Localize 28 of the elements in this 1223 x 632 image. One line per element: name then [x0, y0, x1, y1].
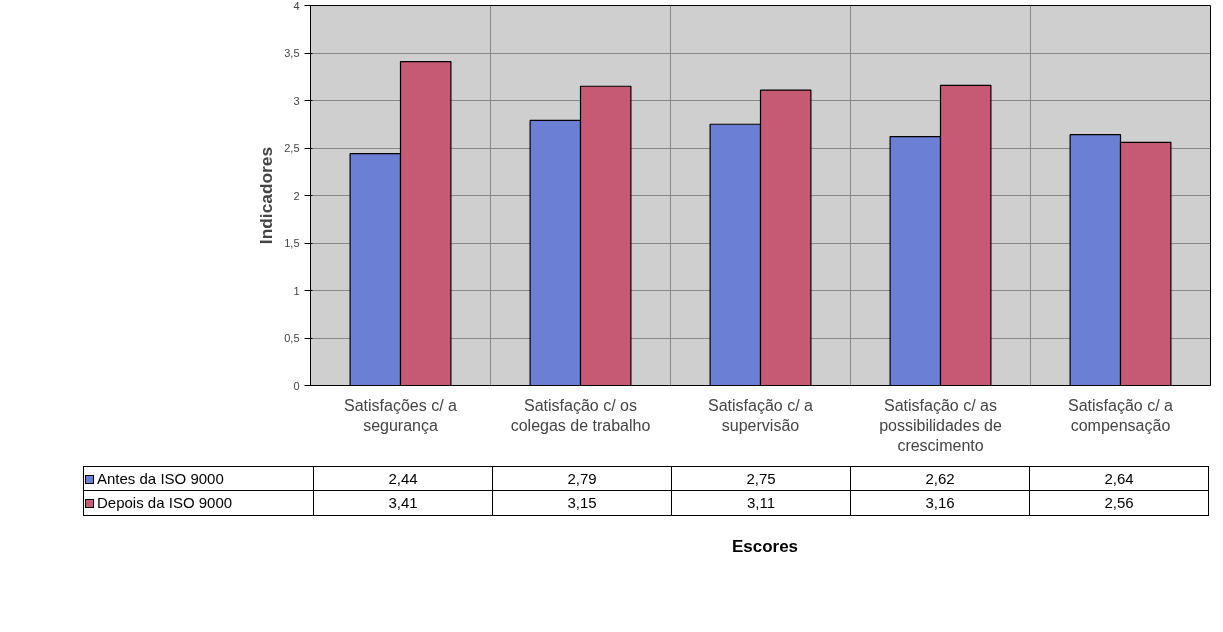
data-label: 2,62: [850, 466, 1030, 491]
x-tick-label: Satisfação c/ a supervisão: [708, 396, 814, 434]
data-label: 3,11: [671, 490, 851, 516]
y-tick-label: 3,5: [284, 47, 300, 59]
y-tick-label: 1: [293, 284, 300, 297]
y-tick-label: 4: [293, 0, 300, 12]
data-label: 2,79: [492, 466, 672, 491]
data-label: 2,44: [313, 466, 493, 491]
data-label: 2,64: [1029, 466, 1209, 491]
x-tick-label: Satisfação c/ as possibilidades de crescimento: [879, 396, 1002, 455]
y-tick-label: 2: [293, 189, 300, 202]
legend-label: Antes da ISO 9000: [83, 466, 314, 491]
legend-label: Depois da ISO 9000: [83, 490, 314, 516]
y-axis-title: Indicadores: [256, 146, 277, 245]
x-tick-label: Satisfação c/ a compensação: [1068, 396, 1174, 434]
y-tick-label: 1,5: [284, 237, 300, 249]
y-tick-label: 2,5: [284, 142, 300, 154]
x-axis-title: Escores: [730, 536, 800, 558]
data-label: 3,15: [492, 490, 672, 516]
y-tick-label: 3: [293, 94, 300, 107]
y-tick-label: 0,5: [284, 332, 300, 344]
x-tick-label: Satisfação c/ os colegas de trabalho: [510, 396, 651, 434]
y-tick-label: 0: [293, 379, 300, 392]
data-label: 2,75: [671, 466, 851, 491]
data-label: 3,16: [850, 490, 1030, 516]
x-tick-label: Satisfações c/ a segurança: [344, 396, 458, 434]
data-label: 2,56: [1029, 490, 1209, 516]
data-label: 3,41: [313, 490, 493, 516]
